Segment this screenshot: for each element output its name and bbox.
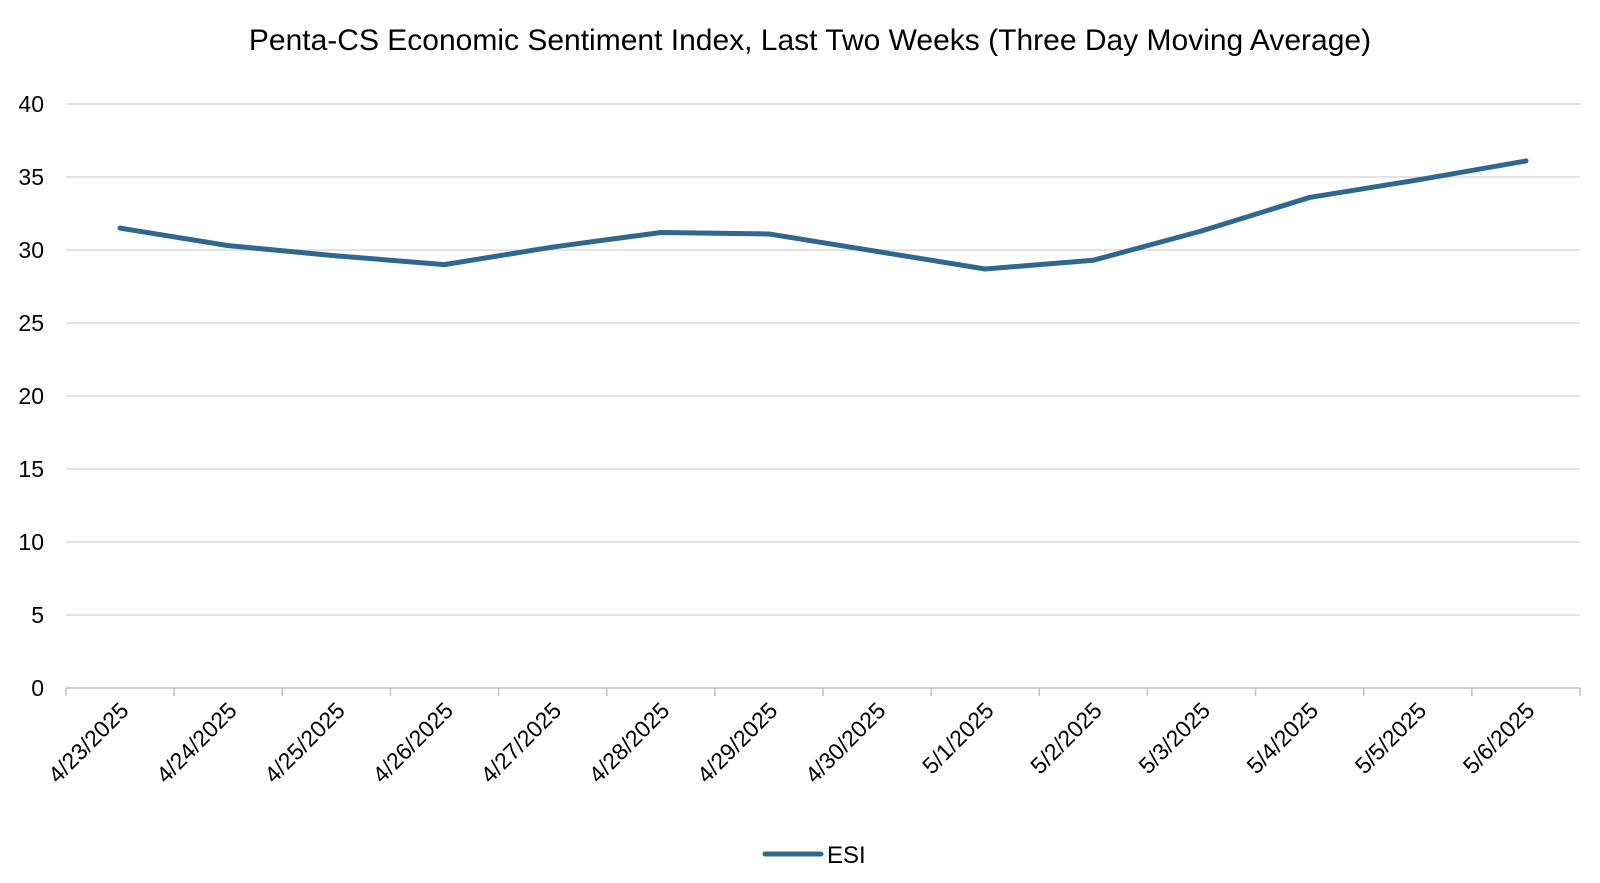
y-tick-label: 20 bbox=[18, 383, 44, 409]
x-tick-label: 4/30/2025 bbox=[800, 697, 891, 788]
data-point bbox=[982, 266, 988, 272]
data-point bbox=[1090, 257, 1096, 263]
legend: ESI bbox=[762, 842, 866, 869]
x-tick-label: 5/6/2025 bbox=[1458, 697, 1540, 779]
x-tick-label: 4/29/2025 bbox=[692, 697, 783, 788]
y-tick-label: 15 bbox=[18, 456, 44, 482]
x-tick-label: 4/25/2025 bbox=[259, 697, 350, 788]
y-tick-label: 40 bbox=[18, 91, 44, 117]
data-point bbox=[658, 229, 664, 235]
y-tick-label: 10 bbox=[18, 529, 44, 555]
x-tick-label: 5/2/2025 bbox=[1025, 697, 1107, 779]
data-point bbox=[1199, 228, 1204, 234]
data-point bbox=[225, 243, 231, 249]
y-axis-tick-labels: 0 5 10 15 20 25 30 35 40 bbox=[18, 91, 44, 701]
x-tick-label: 4/27/2025 bbox=[475, 697, 566, 788]
x-tick-label: 4/24/2025 bbox=[151, 697, 242, 788]
y-tick-label: 35 bbox=[18, 164, 44, 190]
x-tick-label: 5/5/2025 bbox=[1350, 697, 1432, 779]
x-tick-label: 5/4/2025 bbox=[1241, 697, 1323, 779]
data-point bbox=[1523, 158, 1529, 164]
x-tick-label: 5/3/2025 bbox=[1133, 697, 1215, 779]
y-tick-label: 25 bbox=[18, 310, 44, 336]
chart-title: Penta-CS Economic Sentiment Index, Last … bbox=[249, 24, 1371, 57]
data-point bbox=[333, 253, 339, 259]
data-point bbox=[1307, 194, 1313, 200]
series-lines bbox=[117, 158, 1529, 272]
legend-label: ESI bbox=[827, 842, 866, 869]
y-tick-label: 5 bbox=[31, 602, 44, 628]
y-tick-label: 30 bbox=[18, 237, 44, 263]
series-line-esi bbox=[117, 158, 1529, 272]
x-tick-label: 4/23/2025 bbox=[43, 697, 134, 788]
data-point bbox=[766, 231, 772, 237]
x-tick-label: 4/28/2025 bbox=[584, 697, 675, 788]
x-tick-label: 5/1/2025 bbox=[917, 697, 999, 779]
data-point bbox=[550, 244, 556, 250]
x-axis bbox=[65, 687, 1581, 696]
data-point bbox=[874, 248, 880, 254]
data-point bbox=[117, 225, 123, 231]
x-tick-label: 4/26/2025 bbox=[367, 697, 458, 788]
data-point bbox=[442, 262, 447, 268]
data-point bbox=[1415, 177, 1421, 183]
x-axis-tick-labels: 4/23/2025 4/24/2025 4/25/2025 4/26/2025 4/27… bbox=[43, 697, 1540, 788]
y-tick-label: 0 bbox=[31, 675, 44, 701]
gridlines bbox=[66, 103, 1580, 616]
